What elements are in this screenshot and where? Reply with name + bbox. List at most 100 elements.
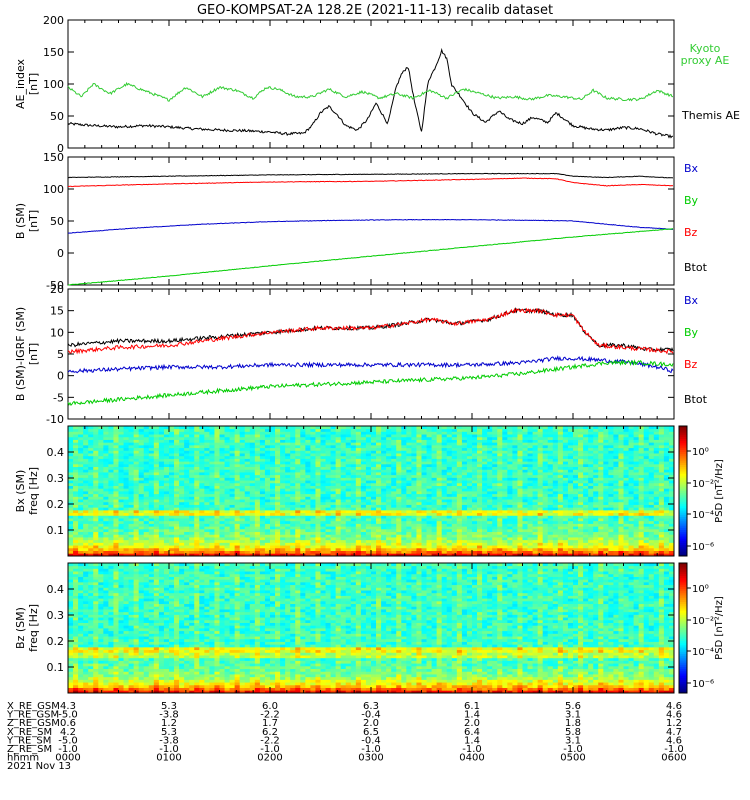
spectrogram-cell bbox=[335, 474, 342, 478]
spectrogram-cell bbox=[345, 466, 352, 470]
spectrogram-cell bbox=[189, 499, 195, 503]
spectrogram-cell bbox=[456, 482, 463, 486]
spectrogram-cell bbox=[461, 480, 468, 484]
spectrogram-cell bbox=[153, 518, 160, 522]
spectrogram-cell bbox=[381, 515, 387, 519]
spectrogram-cell bbox=[128, 518, 135, 522]
spectrogram-cell bbox=[396, 434, 402, 438]
spectrogram-cell bbox=[88, 526, 94, 530]
spectrogram-cell bbox=[98, 491, 104, 495]
spectrogram-cell bbox=[295, 488, 301, 492]
spectrogram-cell bbox=[345, 434, 352, 438]
spectrogram-cell bbox=[78, 482, 84, 486]
spectrogram-cell bbox=[487, 507, 493, 511]
spectrogram-cell bbox=[441, 493, 448, 497]
spectrogram-cell bbox=[381, 518, 387, 522]
spectrogram-cell bbox=[472, 442, 478, 446]
spectrogram-cell bbox=[275, 431, 281, 435]
spectrogram-cell bbox=[441, 453, 448, 457]
spectrogram-cell bbox=[421, 461, 427, 465]
spectrogram-cell bbox=[88, 493, 94, 497]
spectrogram-cell bbox=[411, 466, 417, 470]
spectrogram-cell bbox=[138, 485, 145, 489]
spectrogram-cell bbox=[103, 488, 109, 492]
spectrogram-cell bbox=[239, 472, 246, 476]
spectrogram-cell bbox=[153, 472, 160, 476]
spectrogram-cell bbox=[441, 444, 448, 449]
spectrogram-cell bbox=[138, 501, 145, 505]
spectrogram-cell bbox=[411, 504, 417, 508]
spectrogram-cell bbox=[360, 455, 367, 459]
spectrogram-cell bbox=[401, 480, 407, 484]
spectrogram-cell bbox=[184, 480, 190, 484]
spectrogram-cell bbox=[350, 436, 357, 440]
spectrogram-cell bbox=[270, 547, 276, 551]
spectrogram-cell bbox=[224, 518, 230, 522]
spectrogram-cell bbox=[68, 431, 74, 435]
spectrogram-cell bbox=[456, 531, 463, 535]
spectrogram-cell bbox=[219, 512, 225, 516]
spectrogram-cell bbox=[78, 520, 84, 524]
spectrogram-cell bbox=[128, 528, 135, 533]
spectrogram-cell bbox=[507, 509, 513, 514]
spectrogram-cell bbox=[552, 523, 559, 527]
spectrogram-cell bbox=[174, 447, 180, 451]
spectrogram-cell bbox=[224, 461, 230, 465]
spectrogram-cell bbox=[396, 509, 402, 514]
spectrogram-cell bbox=[98, 507, 104, 511]
spectrogram-cell bbox=[411, 461, 417, 465]
spectrogram-cell bbox=[547, 518, 554, 522]
spectrogram-cell bbox=[138, 428, 145, 432]
spectrogram-cell bbox=[406, 439, 412, 443]
spectrogram-cell bbox=[229, 450, 236, 454]
spectrogram-cell bbox=[466, 463, 473, 468]
spectrogram-cell bbox=[350, 477, 357, 481]
spectrogram-cell bbox=[148, 545, 155, 549]
spectrogram-cell bbox=[431, 545, 438, 549]
spectrogram-cell bbox=[532, 439, 539, 443]
spectrogram-cell bbox=[497, 447, 503, 451]
spectrogram-cell bbox=[128, 444, 135, 449]
spectrogram-cell bbox=[517, 477, 523, 481]
spectrogram-cell bbox=[310, 442, 316, 446]
spectrogram-cell bbox=[320, 474, 326, 478]
spectrogram-cell bbox=[189, 436, 195, 440]
spectrogram-cell bbox=[179, 466, 185, 470]
spectrogram-cell bbox=[517, 528, 523, 533]
spectrogram-cell bbox=[315, 550, 321, 554]
spectrogram-cell bbox=[68, 553, 74, 557]
spectrogram-cell bbox=[502, 455, 508, 459]
spectrogram-cell bbox=[275, 496, 281, 500]
spectrogram-cell bbox=[214, 507, 220, 511]
spectrogram-cell bbox=[391, 463, 397, 468]
spectrogram-cell bbox=[461, 553, 468, 557]
spectrogram-cell bbox=[446, 493, 453, 497]
spectrogram-cell bbox=[163, 523, 170, 527]
spectrogram-cell bbox=[98, 553, 104, 557]
spectrogram-cell bbox=[477, 428, 483, 432]
spectrogram-cell bbox=[264, 496, 271, 500]
spectrogram-cell bbox=[123, 531, 129, 535]
spectrogram-cell bbox=[123, 515, 129, 519]
spectrogram-cell bbox=[174, 518, 180, 522]
spectrogram-cell bbox=[93, 496, 99, 500]
spectrogram-cell bbox=[163, 531, 170, 535]
spectrogram-cell bbox=[264, 442, 271, 446]
spectrogram-cell bbox=[512, 499, 518, 503]
spectrogram-cell bbox=[138, 507, 145, 511]
spectrogram-cell bbox=[371, 539, 377, 543]
spectrogram-cell bbox=[371, 480, 377, 484]
spectrogram-cell bbox=[138, 474, 145, 478]
spectrogram-cell bbox=[330, 518, 337, 522]
spectrogram-cell bbox=[421, 434, 427, 438]
spectrogram-cell bbox=[522, 426, 528, 430]
spectrogram-cell bbox=[219, 442, 225, 446]
spectrogram-cell bbox=[492, 474, 498, 478]
spectrogram-cell bbox=[280, 553, 286, 557]
spectrogram-cell bbox=[153, 542, 160, 546]
spectrogram-cell bbox=[355, 528, 362, 533]
spectrogram-cell bbox=[98, 434, 104, 438]
spectrogram-cell bbox=[472, 550, 478, 554]
spectrogram-cell bbox=[350, 493, 357, 497]
spectrogram-cell bbox=[88, 455, 94, 459]
